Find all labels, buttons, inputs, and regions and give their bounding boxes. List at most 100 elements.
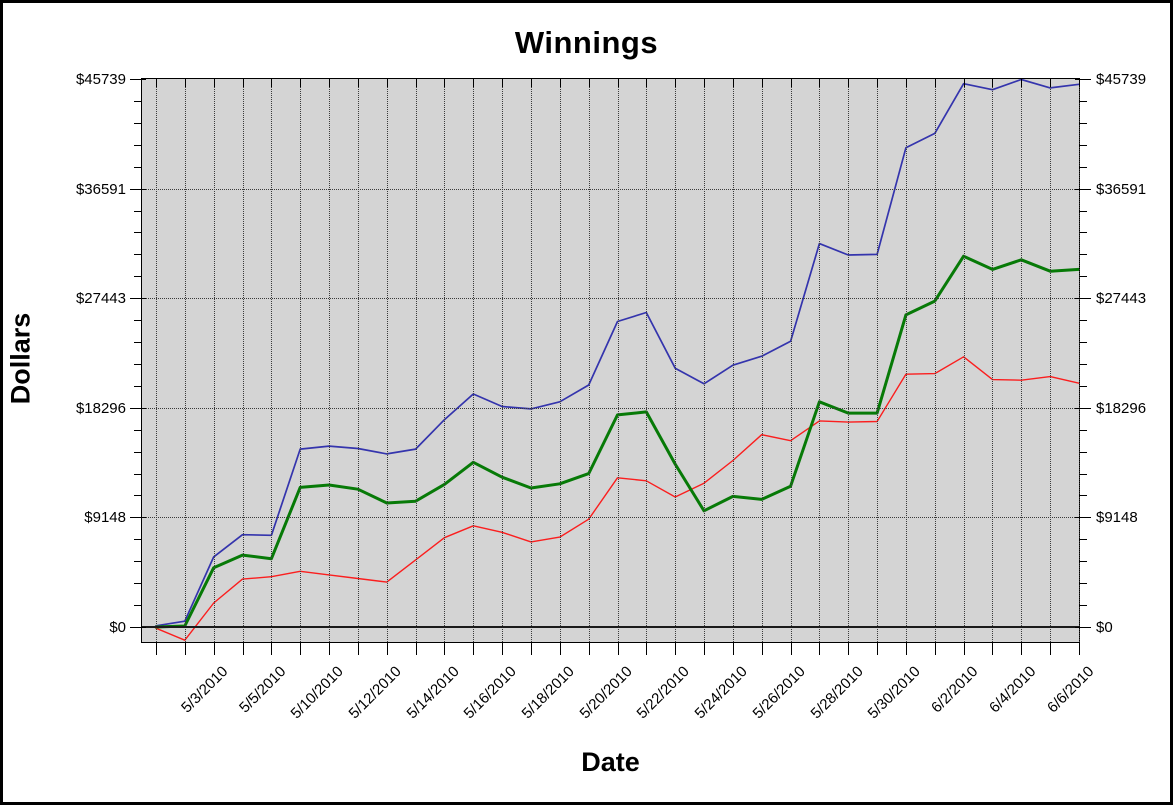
vertical-gridline	[386, 79, 388, 642]
x-tick-bottom	[242, 642, 244, 655]
y-tick-minor-left	[134, 363, 142, 365]
plot-area	[130, 78, 1091, 655]
y-tick-minor-right	[1079, 122, 1087, 124]
y-tick-minor-left	[134, 342, 142, 344]
x-tick-top	[588, 79, 590, 87]
y-tick-minor-left	[134, 605, 142, 607]
x-tick-bottom	[934, 642, 936, 655]
y-tick-major-left	[130, 627, 146, 628]
x-tick-top	[386, 79, 388, 87]
vertical-gridline	[213, 79, 215, 642]
vertical-gridline	[1079, 79, 1080, 642]
x-axis-title: Date	[581, 747, 640, 777]
y-tick-minor-left	[134, 583, 142, 585]
x-axis-date-label: 6/2/2010	[928, 663, 982, 717]
vertical-gridline	[790, 79, 792, 642]
y-tick-major-right	[1075, 79, 1091, 80]
vertical-gridline	[992, 79, 994, 642]
x-axis-date-label: 5/24/2010	[691, 663, 751, 723]
x-tick-top	[329, 79, 331, 87]
y-axis-label-left: $0	[109, 619, 126, 636]
y-axis-label-right: $0	[1096, 619, 1113, 636]
x-axis-date-label: 5/18/2010	[518, 663, 578, 723]
x-tick-bottom	[704, 642, 706, 655]
x-tick-bottom	[992, 642, 994, 655]
y-tick-minor-left	[134, 561, 142, 563]
y-axis-label-left: $36591	[75, 180, 126, 198]
x-axis-date-label: 5/22/2010	[633, 663, 694, 723]
vertical-gridline	[559, 79, 561, 642]
x-tick-bottom	[617, 642, 619, 655]
vertical-gridline	[819, 79, 821, 642]
y-tick-major-left	[130, 298, 146, 300]
x-tick-top	[444, 79, 446, 87]
x-axis-date-label: 5/20/2010	[576, 663, 636, 723]
horizontal-gridline	[142, 188, 1079, 190]
y-axis-label-left: $9148	[84, 509, 126, 527]
x-tick-bottom	[761, 642, 763, 655]
y-tick-minor-left	[134, 539, 142, 541]
y-tick-minor-right	[1079, 473, 1087, 475]
x-tick-top	[877, 79, 879, 87]
x-tick-top	[1079, 79, 1080, 87]
y-tick-major-left	[130, 407, 146, 409]
x-tick-bottom	[963, 642, 965, 655]
x-tick-bottom	[1021, 642, 1023, 655]
x-tick-bottom	[819, 642, 821, 655]
y-tick-minor-left	[134, 320, 142, 322]
y-tick-minor-right	[1079, 495, 1087, 497]
x-tick-top	[1050, 79, 1052, 87]
vertical-gridline	[1021, 79, 1023, 642]
vertical-gridline	[704, 79, 706, 642]
vertical-gridline	[473, 79, 475, 642]
series-layer	[154, 79, 1079, 641]
y-tick-minor-left	[134, 166, 142, 168]
x-tick-top	[415, 79, 417, 87]
y-tick-minor-left	[134, 473, 142, 475]
x-tick-top	[819, 79, 821, 87]
y-axis-label-right: $45739	[1096, 71, 1147, 88]
vertical-gridline	[675, 79, 677, 642]
y-tick-major-right	[1075, 407, 1091, 409]
y-tick-minor-right	[1079, 385, 1087, 387]
x-tick-bottom	[444, 642, 446, 655]
x-tick-bottom	[502, 642, 504, 655]
y-tick-major-right	[1075, 627, 1091, 628]
x-tick-bottom	[588, 642, 590, 655]
x-tick-bottom	[415, 642, 417, 655]
y-tick-minor-left	[134, 276, 142, 278]
y-tick-minor-right	[1079, 254, 1087, 256]
y-tick-minor-right	[1079, 583, 1087, 585]
x-axis-date-label: 6/6/2010	[1043, 663, 1098, 717]
y-tick-minor-right	[1079, 232, 1087, 234]
vertical-gridline	[300, 79, 302, 642]
x-tick-top	[905, 79, 907, 87]
x-tick-top	[300, 79, 302, 87]
x-tick-bottom	[300, 642, 302, 655]
y-tick-major-right	[1075, 298, 1091, 300]
x-tick-bottom	[473, 642, 475, 655]
x-tick-top	[559, 79, 561, 87]
x-tick-top	[790, 79, 792, 87]
y-tick-minor-right	[1079, 210, 1087, 212]
x-tick-top	[934, 79, 936, 87]
y-axis-label-right: $18296	[1096, 399, 1147, 417]
y-tick-minor-left	[134, 144, 142, 146]
x-tick-bottom	[877, 642, 879, 655]
chart-title: Winnings	[514, 25, 659, 60]
y-tick-minor-right	[1079, 451, 1087, 453]
vertical-gridline	[242, 79, 244, 642]
y-axis-label-left: $18296	[75, 399, 126, 417]
x-tick-bottom	[184, 642, 186, 655]
x-tick-bottom	[213, 642, 215, 655]
x-tick-bottom	[790, 642, 792, 655]
x-tick-top	[646, 79, 648, 87]
x-axis-date-label: 5/26/2010	[749, 663, 809, 723]
y-tick-minor-left	[134, 495, 142, 497]
x-tick-bottom	[1079, 642, 1080, 655]
x-tick-top	[184, 79, 186, 87]
horizontal-gridline	[142, 407, 1079, 409]
y-tick-minor-right	[1079, 276, 1087, 278]
x-axis-date-label: 5/12/2010	[345, 663, 405, 723]
